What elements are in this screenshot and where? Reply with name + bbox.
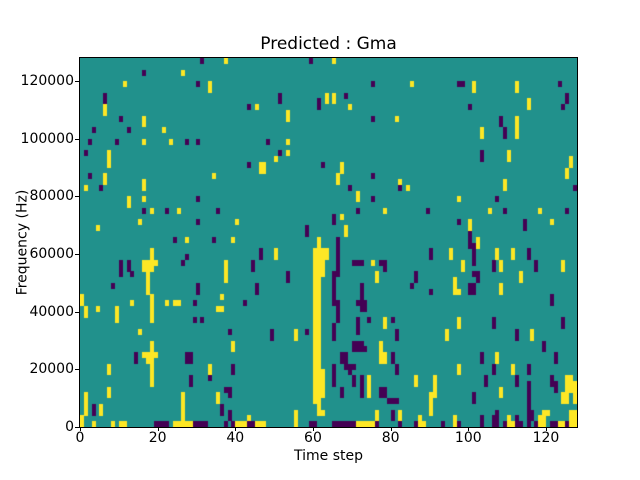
x-tick-label: 120	[532, 430, 560, 446]
x-tick-mark	[80, 427, 81, 431]
x-tick-label: 100	[454, 430, 482, 446]
y-tick-label: 80000	[29, 188, 74, 205]
y-tick-label: 100000	[20, 130, 74, 147]
x-tick-label: 80	[381, 430, 400, 446]
x-tick-mark	[157, 427, 159, 431]
y-tick-mark	[75, 81, 79, 83]
x-tick-mark	[468, 427, 470, 431]
y-tick-mark	[75, 311, 79, 313]
x-tick-label: 20	[148, 430, 167, 446]
x-tick-mark	[390, 427, 392, 431]
x-tick-label: 60	[304, 430, 322, 446]
y-tick-label: 0	[65, 419, 74, 435]
plot-area	[79, 57, 578, 428]
x-tick-label: 40	[226, 430, 245, 446]
y-tick-label: 20000	[29, 361, 74, 378]
chart-title: Predicted : Gma	[260, 34, 397, 54]
y-tick-mark	[75, 427, 79, 428]
heatmap-canvas	[80, 58, 577, 427]
y-tick-label: 60000	[29, 246, 74, 263]
x-tick-label: 0	[75, 430, 85, 446]
x-tick-mark	[235, 427, 237, 431]
y-tick-label: 40000	[29, 303, 74, 320]
y-tick-mark	[75, 196, 79, 198]
y-tick-mark	[75, 369, 79, 371]
x-tick-mark	[545, 427, 547, 431]
y-tick-mark	[75, 254, 79, 256]
y-tick-label: 120000	[20, 73, 74, 90]
y-tick-mark	[75, 138, 79, 140]
x-axis-label: Time step	[294, 448, 363, 464]
x-tick-mark	[312, 427, 314, 431]
y-axis-label: Frequency (Hz)	[14, 189, 31, 296]
